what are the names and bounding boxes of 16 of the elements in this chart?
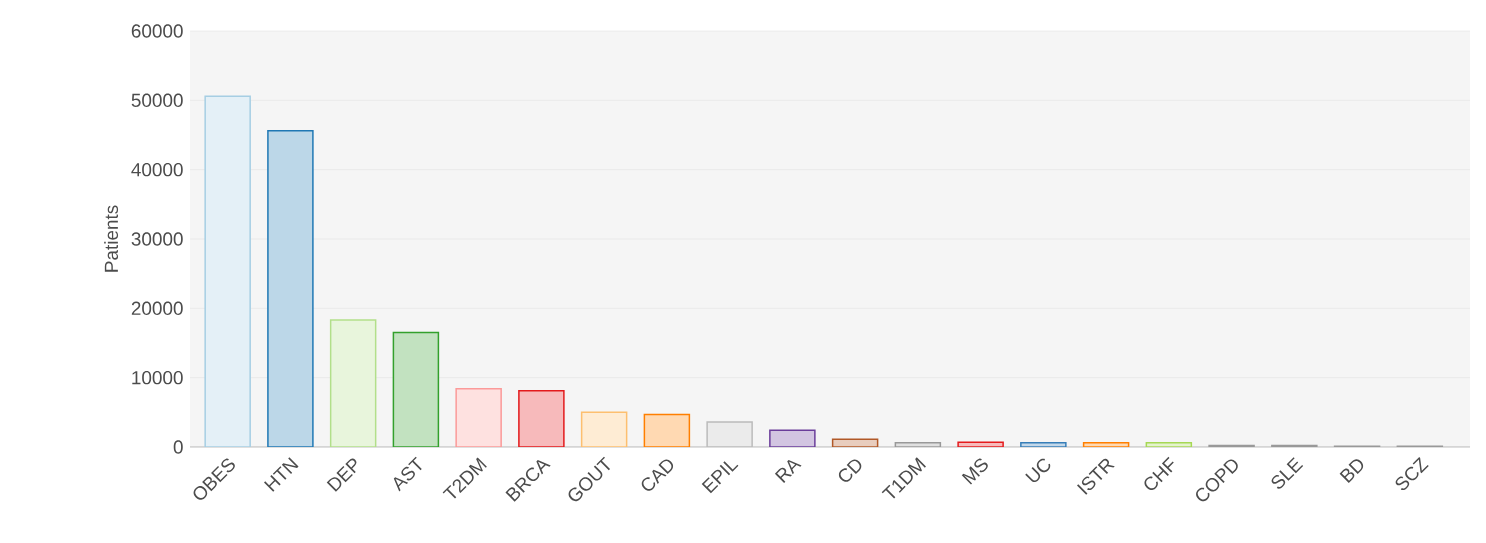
y-tick-label: 50000 bbox=[131, 93, 183, 108]
x-tick-label: EPIL bbox=[701, 461, 739, 494]
x-tick-label: BD bbox=[1339, 459, 1364, 483]
y-tick-label: 10000 bbox=[132, 370, 183, 385]
x-tick-label: CAD bbox=[641, 459, 674, 491]
x-tick-label: RA bbox=[774, 459, 802, 483]
y-axis-title: Patients bbox=[104, 205, 119, 272]
y-tick-label: 0 bbox=[173, 440, 183, 454]
y-tick-label: 20000 bbox=[131, 301, 183, 316]
y-tick-label: 30000 bbox=[131, 232, 183, 246]
x-tick-label: CD bbox=[838, 459, 862, 482]
y-tick-label: 60000 bbox=[131, 24, 183, 38]
x-tick-label: SLE bbox=[1271, 457, 1304, 489]
y-tick-label: 40000 bbox=[131, 162, 183, 177]
x-tick-label: UC bbox=[1025, 458, 1051, 483]
x-tick-label: MS bbox=[961, 458, 988, 485]
